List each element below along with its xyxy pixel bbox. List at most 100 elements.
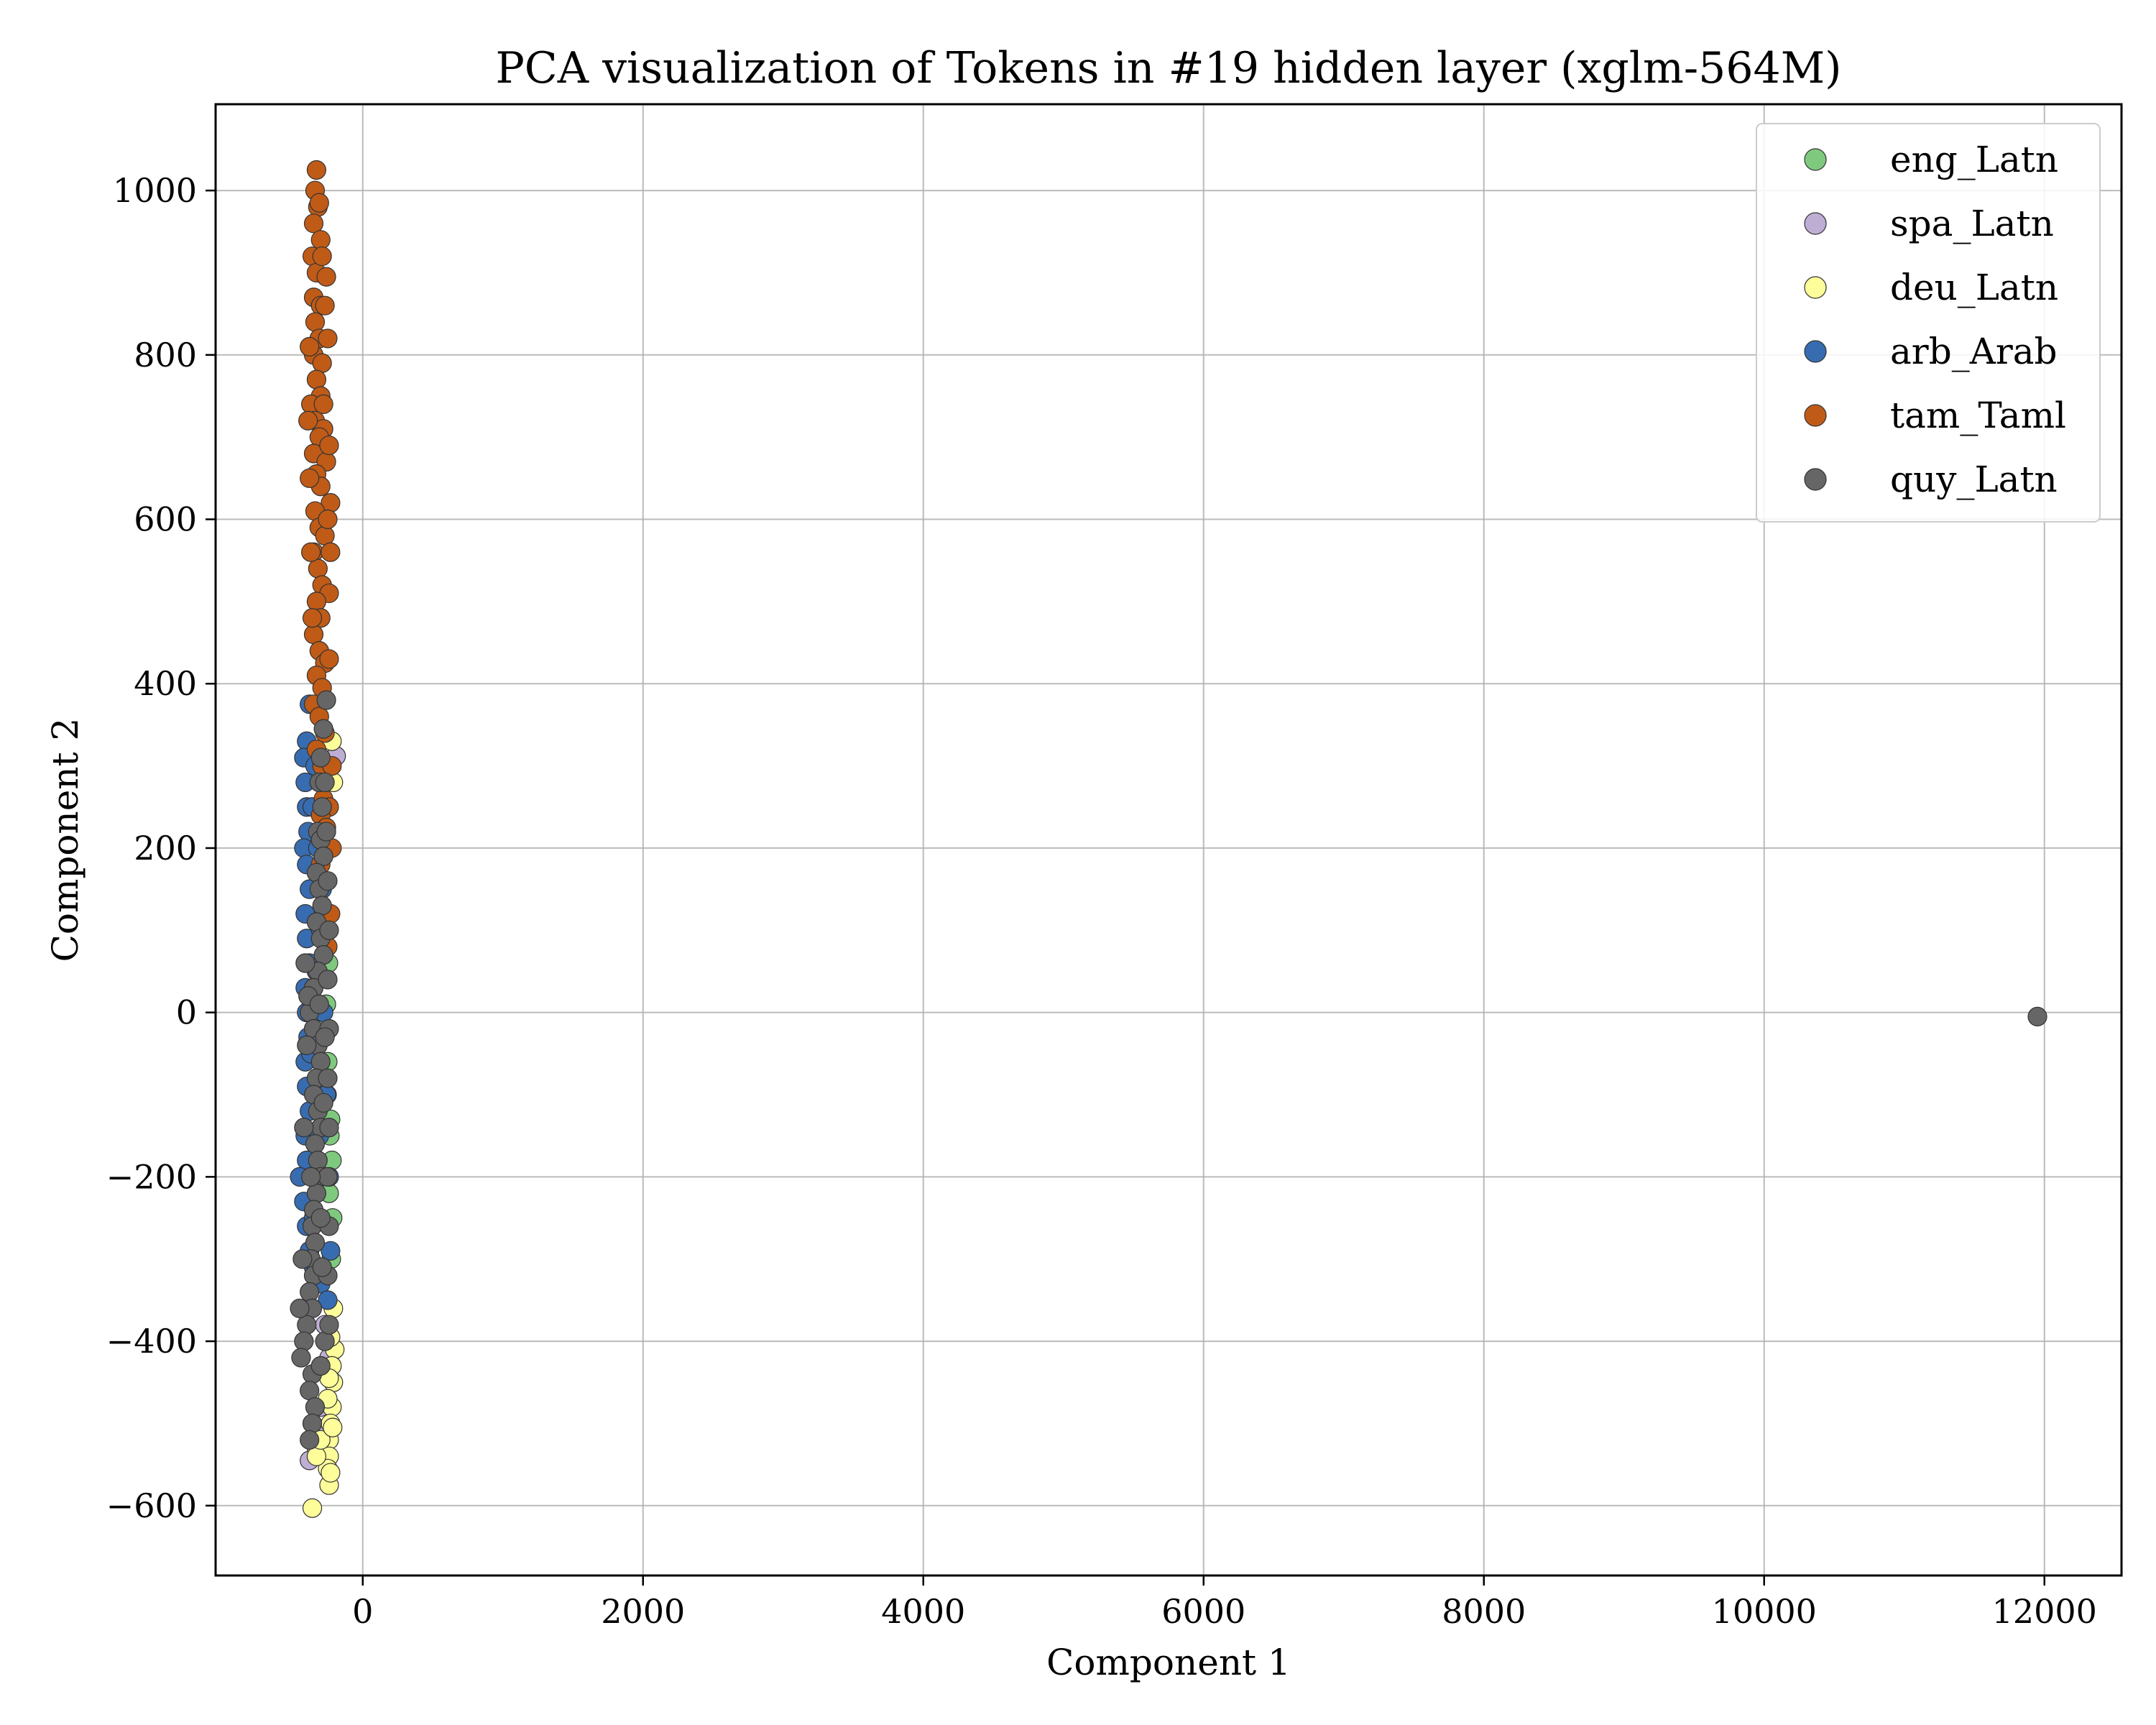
data-point	[312, 246, 332, 267]
data-point	[316, 267, 336, 287]
data-point	[319, 649, 339, 669]
axis-ticks: 0 2000 4000 6000 8000 10000 12000 −600 −400 −200 0…	[106, 171, 2097, 1631]
legend-label: spa_Latn	[1890, 203, 2054, 244]
data-point	[301, 1167, 321, 1187]
data-point	[302, 608, 323, 628]
legend-label: quy_Latn	[1890, 459, 2058, 500]
data-point	[305, 1134, 326, 1154]
data-point	[318, 509, 338, 530]
series-deu_Latn	[302, 731, 345, 1518]
data-point	[292, 1249, 313, 1269]
data-point	[321, 1241, 341, 1261]
legend-label: arb_Arab	[1890, 331, 2058, 372]
data-point	[300, 336, 320, 356]
data-point	[316, 690, 336, 710]
data-point	[290, 1298, 310, 1318]
data-point	[308, 558, 328, 579]
y-tick-label: 1000	[113, 171, 197, 210]
data-point	[312, 353, 332, 373]
y-tick-label: −400	[106, 1322, 197, 1361]
x-tick-label: 12000	[1992, 1592, 2097, 1631]
data-point	[302, 1413, 323, 1434]
data-point	[318, 970, 338, 990]
data-point	[319, 435, 339, 456]
data-point	[323, 1417, 343, 1438]
data-point	[295, 953, 315, 973]
data-point	[300, 1381, 320, 1401]
data-point	[294, 1331, 314, 1351]
legend-label: tam_Taml	[1890, 395, 2066, 436]
data-point	[319, 920, 339, 940]
y-tick-label: 200	[134, 829, 197, 868]
data-point	[318, 871, 338, 891]
data-point	[303, 625, 324, 645]
data-point	[306, 369, 326, 390]
data-point	[319, 1118, 339, 1138]
data-point	[305, 1233, 326, 1253]
data-point	[313, 394, 333, 415]
data-point	[318, 328, 338, 349]
y-tick-label: 800	[134, 336, 197, 374]
data-point	[315, 772, 335, 793]
y-tick-label: 0	[176, 993, 197, 1032]
data-point	[318, 1068, 338, 1088]
data-point	[310, 1356, 331, 1376]
data-point	[306, 1446, 326, 1466]
x-tick-label: 4000	[881, 1592, 965, 1631]
data-point	[306, 160, 326, 180]
data-point	[313, 846, 333, 866]
data-point	[312, 797, 332, 817]
data-point	[303, 213, 324, 234]
legend-marker	[1804, 276, 1827, 299]
data-point	[312, 1257, 332, 1277]
x-tick-label: 6000	[1161, 1592, 1245, 1631]
x-tick-label: 0	[352, 1592, 373, 1631]
data-point	[302, 1498, 323, 1518]
legend-marker	[1804, 404, 1827, 427]
y-axis-label: Component 2	[45, 718, 86, 962]
data-point	[315, 295, 335, 316]
data-point	[315, 1331, 335, 1351]
x-tick-label: 8000	[1442, 1592, 1526, 1631]
data-point	[321, 1463, 341, 1483]
data-point	[310, 748, 331, 768]
series-quy_Latn	[290, 690, 2047, 1450]
y-tick-label: 400	[134, 664, 197, 703]
legend-marker	[1804, 148, 1827, 171]
data-point	[305, 1397, 326, 1417]
data-point	[318, 1290, 338, 1310]
y-tick-label: 600	[134, 500, 197, 539]
legend: eng_Latn spa_Latn deu_Latn arb_Arab tam_Taml…	[1756, 123, 2101, 523]
data-point	[312, 896, 332, 916]
data-point	[297, 1315, 317, 1335]
data-point	[313, 945, 333, 965]
data-point	[318, 1167, 338, 1187]
data-point	[310, 1208, 331, 1228]
data-point	[308, 1150, 328, 1171]
data-point	[316, 822, 336, 842]
chart-title: PCA visualization of Tokens in #19 hidde…	[495, 43, 1841, 93]
legend-marker	[1804, 340, 1827, 363]
data-point	[319, 1315, 339, 1335]
data-point	[294, 1118, 314, 1138]
data-point	[315, 1027, 335, 1047]
data-point	[313, 719, 333, 739]
y-tick-label: −600	[106, 1486, 197, 1525]
plot-frame	[214, 103, 2123, 1577]
data-point	[291, 1348, 311, 1368]
data-point	[2027, 1006, 2047, 1026]
legend-box	[1756, 123, 2101, 523]
data-point	[306, 592, 326, 612]
legend-marker	[1804, 468, 1827, 491]
data-point	[300, 1430, 320, 1450]
data-point	[309, 994, 329, 1014]
data-point	[310, 1052, 331, 1072]
data-point	[300, 1282, 320, 1302]
data-point	[301, 542, 321, 562]
data-point	[313, 1092, 333, 1113]
data-point	[298, 410, 318, 431]
legend-label: deu_Latn	[1890, 267, 2058, 308]
legend-label: eng_Latn	[1890, 139, 2058, 180]
data-point	[309, 193, 329, 213]
data-point	[310, 230, 331, 250]
